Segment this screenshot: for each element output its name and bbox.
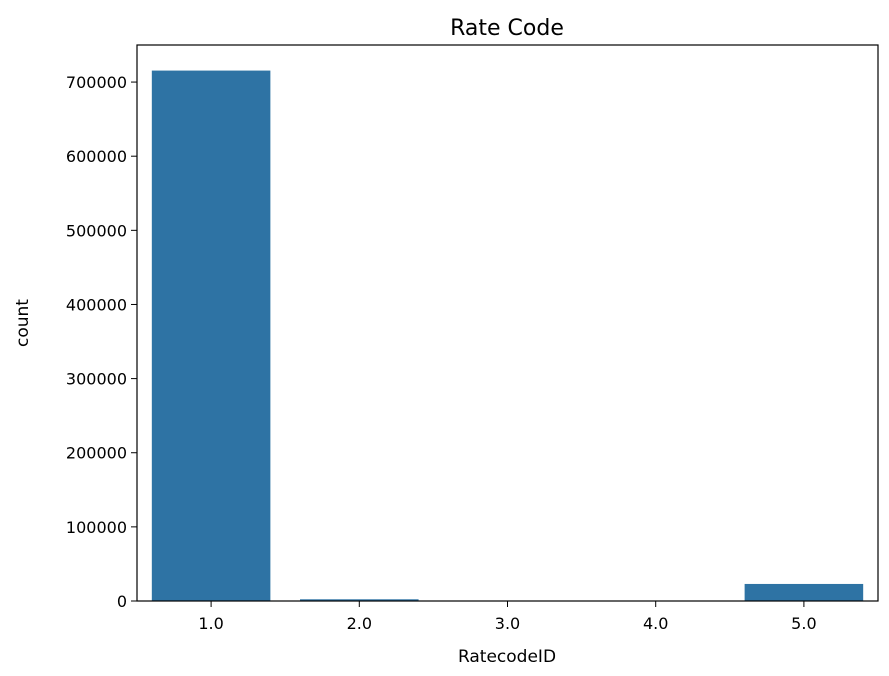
x-tick-label: 2.0 — [347, 614, 372, 633]
bar-2.0 — [300, 599, 419, 601]
x-axis-ticks: 1.0 2.0 3.0 4.0 5.0 — [198, 601, 817, 633]
y-tick-label: 700000 — [66, 73, 127, 92]
y-tick-label: 400000 — [66, 295, 127, 314]
x-tick-label: 5.0 — [791, 614, 816, 633]
y-tick-label: 600000 — [66, 147, 127, 166]
y-tick-label: 200000 — [66, 444, 127, 463]
y-tick-label: 300000 — [66, 370, 127, 389]
y-axis-label: count — [13, 299, 33, 347]
x-tick-label: 3.0 — [495, 614, 520, 633]
y-axis-ticks: 0 100000 200000 300000 400000 500000 600000 700… — [66, 73, 137, 611]
plot-frame — [136, 44, 879, 602]
y-tick-label: 100000 — [66, 518, 127, 537]
x-tick-label: 4.0 — [643, 614, 668, 633]
bars — [151, 70, 864, 601]
y-tick-label: 0 — [117, 592, 127, 611]
x-axis-label: RatecodeID — [458, 647, 556, 667]
bar-5.0 — [744, 583, 864, 601]
x-tick-label: 1.0 — [198, 614, 223, 633]
bar-1.0 — [151, 70, 271, 601]
y-tick-label: 500000 — [66, 221, 127, 240]
chart-title: Rate Code — [450, 16, 564, 41]
